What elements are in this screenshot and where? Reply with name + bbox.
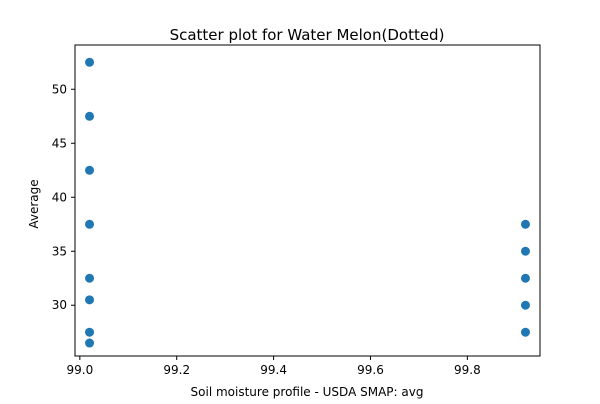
chart-title: Scatter plot for Water Melon(Dotted): [170, 26, 445, 44]
x-tick-label: 99.4: [260, 363, 287, 377]
scatter-point: [85, 219, 95, 229]
scatter-point: [85, 338, 95, 348]
x-tick-label: 99.6: [357, 363, 384, 377]
x-axis-label: Soil moisture profile - USDA SMAP: avg: [191, 385, 424, 399]
y-tick-label: 35: [52, 244, 67, 258]
x-tick-label: 99.8: [454, 363, 481, 377]
y-tick-label: 45: [52, 136, 67, 150]
plot-frame: [74, 44, 541, 357]
x-tick-label: 99.0: [66, 363, 93, 377]
scatter-point: [520, 246, 530, 256]
scatter-point: [520, 327, 530, 337]
scatter-point: [85, 295, 95, 305]
scatter-point: [520, 219, 530, 229]
scatter-point: [85, 111, 95, 121]
scatter-point: [520, 273, 530, 283]
x-tick-label: 99.2: [163, 363, 190, 377]
scatter-point: [85, 327, 95, 337]
scatter-point: [85, 57, 95, 67]
scatter-point: [85, 273, 95, 283]
y-tick-label: 30: [52, 298, 67, 312]
scatter-point: [520, 300, 530, 310]
y-tick-label: 40: [52, 190, 67, 204]
plot-area: 99.0 99.2 99.4 99.6 99.8 30 35 40 45 50: [52, 44, 541, 377]
scatter-point: [85, 165, 95, 175]
y-tick-label: 50: [52, 82, 67, 96]
y-axis-label: Average: [27, 179, 41, 228]
